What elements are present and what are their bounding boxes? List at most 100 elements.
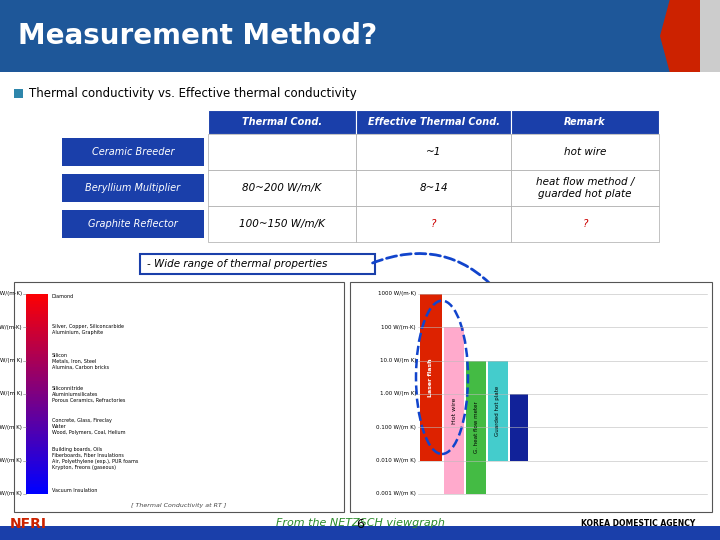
Bar xyxy=(26,334,48,338)
Bar xyxy=(511,206,659,242)
Bar xyxy=(26,377,48,381)
Text: Remark: Remark xyxy=(564,117,606,127)
Bar xyxy=(26,450,48,454)
Bar xyxy=(356,170,511,206)
Bar xyxy=(26,354,48,357)
Bar xyxy=(26,374,48,377)
Bar xyxy=(420,294,442,461)
Text: 1000 W/(m·K): 1000 W/(m·K) xyxy=(378,292,416,296)
Bar xyxy=(26,383,48,387)
Bar xyxy=(26,380,48,384)
Bar xyxy=(510,394,528,461)
Text: 1.00 W/(m K): 1.00 W/(m K) xyxy=(379,392,416,396)
Wedge shape xyxy=(610,0,673,86)
Bar xyxy=(26,437,48,441)
Text: 6: 6 xyxy=(356,517,364,530)
Bar xyxy=(26,427,48,431)
Bar xyxy=(26,403,48,407)
Bar xyxy=(26,320,48,324)
Bar xyxy=(466,361,486,494)
Bar xyxy=(26,317,48,321)
Bar xyxy=(26,400,48,404)
Text: heat flow method /
guarded hot plate: heat flow method / guarded hot plate xyxy=(536,177,634,199)
FancyArrowPatch shape xyxy=(372,253,496,289)
Bar xyxy=(140,254,375,274)
Bar xyxy=(26,423,48,427)
Bar xyxy=(26,340,48,344)
Text: ?: ? xyxy=(582,219,588,229)
Text: ~1: ~1 xyxy=(426,147,441,157)
Bar xyxy=(511,170,659,206)
Text: 10.0 W/(m K): 10.0 W/(m K) xyxy=(0,358,22,363)
Bar xyxy=(26,477,48,481)
Bar xyxy=(26,420,48,424)
Text: Ceramic Breeder: Ceramic Breeder xyxy=(91,147,174,157)
Text: Measurement Method?: Measurement Method? xyxy=(18,22,377,50)
Bar xyxy=(26,350,48,354)
Bar xyxy=(0,72,720,540)
Bar xyxy=(26,347,48,350)
Bar xyxy=(26,394,48,397)
Bar xyxy=(511,110,659,134)
Bar xyxy=(26,300,48,304)
Bar xyxy=(14,282,344,512)
Bar xyxy=(26,330,48,334)
Text: Graphite Reflector: Graphite Reflector xyxy=(88,219,178,229)
Bar xyxy=(444,327,464,494)
Text: 0.010 W/(m K): 0.010 W/(m K) xyxy=(0,458,22,463)
Bar xyxy=(26,327,48,330)
Bar xyxy=(26,443,48,447)
Text: G. heat flow meter: G. heat flow meter xyxy=(474,401,479,453)
Bar xyxy=(26,417,48,421)
Text: Concrete, Glass, Fireclay
Water
Wood, Polymers, Coal, Helium: Concrete, Glass, Fireclay Water Wood, Po… xyxy=(52,418,125,435)
Bar xyxy=(62,210,204,238)
Text: KOREA DOMESTIC AGENCY: KOREA DOMESTIC AGENCY xyxy=(581,519,695,529)
Bar xyxy=(26,314,48,318)
Text: hot wire: hot wire xyxy=(564,147,606,157)
Text: 100 W/(m·K): 100 W/(m·K) xyxy=(382,325,416,330)
Bar xyxy=(26,294,48,298)
Text: Silicon
Metals, Iron, Steel
Alumina, Carbon bricks: Silicon Metals, Iron, Steel Alumina, Car… xyxy=(52,353,109,370)
Text: From the NETZSCH viewgraph: From the NETZSCH viewgraph xyxy=(276,518,444,528)
Text: Hot wire: Hot wire xyxy=(451,397,456,424)
Bar xyxy=(26,363,48,367)
Text: 10.0 W/(m K): 10.0 W/(m K) xyxy=(379,358,416,363)
Bar xyxy=(640,0,720,72)
Bar xyxy=(26,367,48,370)
Text: Effective Thermal Cond.: Effective Thermal Cond. xyxy=(367,117,500,127)
Bar xyxy=(0,526,720,540)
Bar xyxy=(26,357,48,361)
Bar xyxy=(26,387,48,390)
Text: NFRI: NFRI xyxy=(9,517,47,531)
Bar xyxy=(26,470,48,474)
Bar xyxy=(26,467,48,471)
Bar xyxy=(26,397,48,401)
Bar xyxy=(26,460,48,464)
Bar xyxy=(26,407,48,410)
Text: Diamond: Diamond xyxy=(52,294,74,300)
Bar xyxy=(26,297,48,301)
Bar xyxy=(26,337,48,341)
Text: 1.00 W/(m K): 1.00 W/(m K) xyxy=(0,392,22,396)
Text: 0.010 W/(m K): 0.010 W/(m K) xyxy=(376,458,416,463)
Bar xyxy=(26,360,48,364)
Bar xyxy=(208,134,356,170)
Text: Thermal Cond.: Thermal Cond. xyxy=(242,117,322,127)
Bar xyxy=(0,0,660,72)
Bar xyxy=(488,361,508,461)
Bar xyxy=(26,474,48,477)
Bar xyxy=(511,134,659,170)
Text: 0.100 W/(m K): 0.100 W/(m K) xyxy=(0,425,22,430)
Bar xyxy=(14,89,23,98)
Bar xyxy=(356,110,511,134)
Bar xyxy=(26,490,48,494)
Text: - Wide range of thermal properties: - Wide range of thermal properties xyxy=(147,259,328,269)
Bar xyxy=(26,307,48,310)
Text: 0.001 W/(m K): 0.001 W/(m K) xyxy=(376,491,416,496)
Bar xyxy=(350,282,712,512)
Text: 8~14: 8~14 xyxy=(419,183,448,193)
Text: Silver, Copper, Siliconcarbide
Aluminium, Graphite: Silver, Copper, Siliconcarbide Aluminium… xyxy=(52,324,124,335)
Text: Vacuum Insulation: Vacuum Insulation xyxy=(52,489,97,494)
Bar xyxy=(208,170,356,206)
Bar xyxy=(26,414,48,417)
